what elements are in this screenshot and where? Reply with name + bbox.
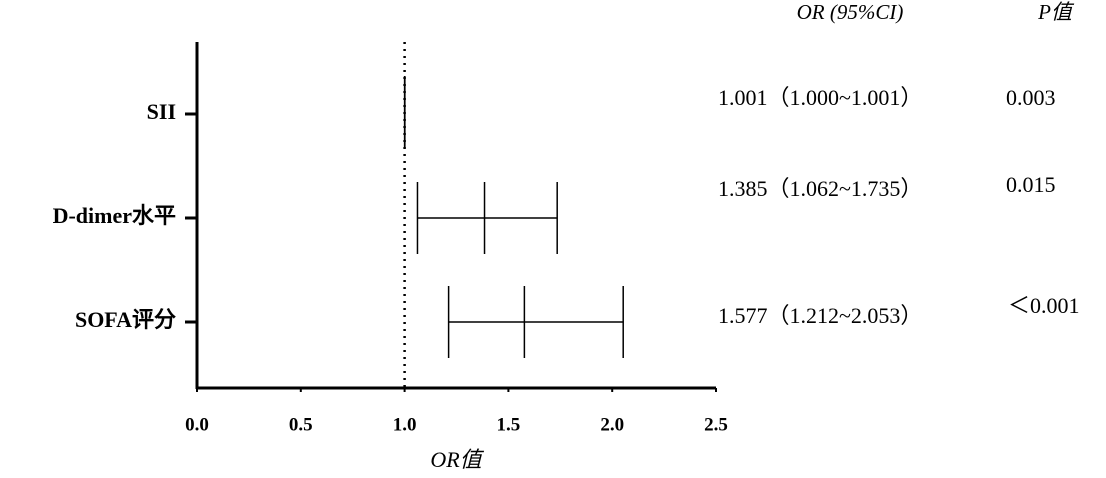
- or-ci-label: 1.385（1.062~1.735）: [718, 176, 922, 201]
- x-tick-label: 2.5: [704, 414, 728, 435]
- category-label: D-dimer水平: [53, 203, 176, 228]
- x-tick-label: 2.0: [600, 414, 624, 435]
- x-tick-label: 0.5: [289, 414, 313, 435]
- p-value: 0.003: [1006, 85, 1056, 110]
- p-value: 0.015: [1006, 172, 1056, 197]
- category-label: SII: [147, 99, 176, 124]
- x-axis-label: OR值: [430, 447, 484, 472]
- or-ci-label: 1.001（1.000~1.001）: [718, 85, 922, 110]
- x-tick-label: 0.0: [185, 414, 209, 435]
- p-header: P值: [1037, 0, 1075, 24]
- or-header: OR (95%CI): [797, 0, 904, 24]
- x-tick-label: 1.5: [497, 414, 521, 435]
- p-value: ＜0.001: [1008, 293, 1080, 318]
- category-label: SOFA评分: [75, 307, 176, 332]
- or-ci-label: 1.577（1.212~2.053）: [718, 303, 922, 328]
- x-tick-label: 1.0: [393, 414, 417, 435]
